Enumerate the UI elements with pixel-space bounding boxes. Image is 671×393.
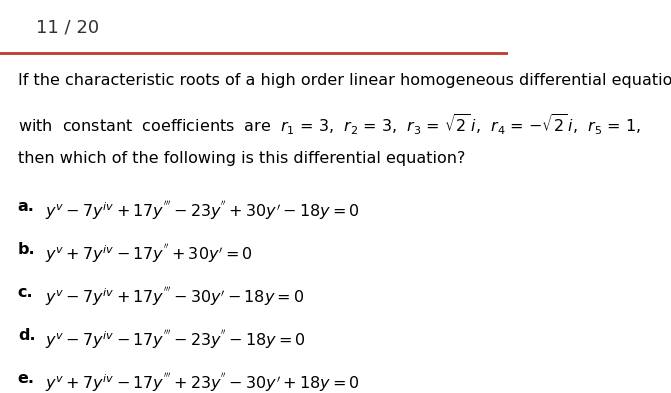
Text: $y^v + 7y^{iv} - 17y^{''} + 30y' = 0$: $y^v + 7y^{iv} - 17y^{''} + 30y' = 0$ [45,242,252,265]
Text: $y^v - 7y^{iv} + 17y^{'''} - 23y^{''} + 30y' - 18y = 0$: $y^v - 7y^{iv} + 17y^{'''} - 23y^{''} + … [45,199,360,222]
Text: e.: e. [18,371,35,386]
Text: If the characteristic roots of a high order linear homogeneous differential equa: If the characteristic roots of a high or… [18,73,671,88]
Text: d.: d. [18,329,36,343]
Text: c.: c. [18,285,34,300]
Text: $y^v - 7y^{iv} + 17y^{'''} - 30y' - 18y = 0$: $y^v - 7y^{iv} + 17y^{'''} - 30y' - 18y … [45,285,304,308]
Text: b.: b. [18,242,36,257]
Text: $y^v + 7y^{iv} - 17y^{'''} + 23y^{''} - 30y' + 18y = 0$: $y^v + 7y^{iv} - 17y^{'''} + 23y^{''} - … [45,371,360,393]
Text: 11 / 20: 11 / 20 [36,18,99,36]
Text: $y^v - 7y^{iv} - 17y^{'''} - 23y^{''} - 18y = 0$: $y^v - 7y^{iv} - 17y^{'''} - 23y^{''} - … [45,329,306,351]
Text: a.: a. [18,199,35,214]
Text: with  constant  coefficients  are  $r_1$ = 3,  $r_2$ = 3,  $r_3$ = $\sqrt{2}\,i$: with constant coefficients are $r_1$ = 3… [18,112,641,137]
Text: then which of the following is this differential equation?: then which of the following is this diff… [18,151,465,166]
